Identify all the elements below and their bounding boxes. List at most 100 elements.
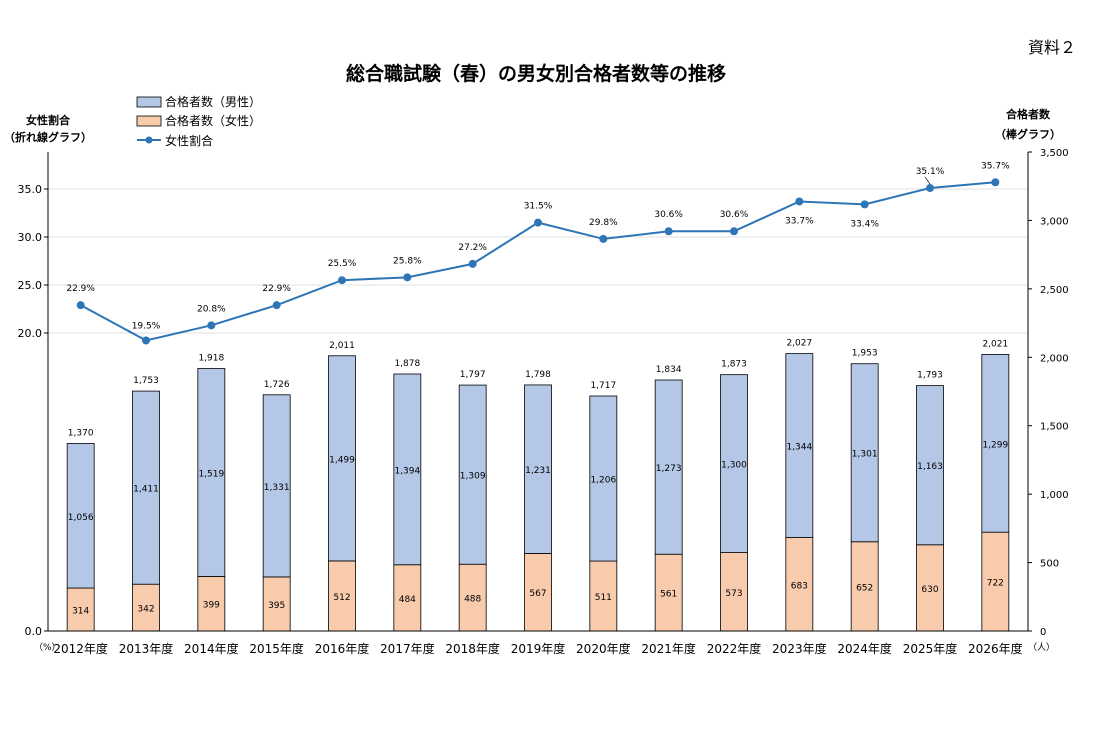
ratio-point [599,234,608,243]
data-label-total: 1,726 [264,380,290,390]
data-label-ratio: 31.5% [524,202,553,212]
right-tick-label: 1,000 [1040,490,1069,501]
data-label-total: 1,953 [852,349,878,359]
right-unit-label: （人） [1028,642,1055,653]
data-label-female: 722 [987,579,1004,589]
ratio-point [272,301,281,310]
data-label-female: 630 [921,585,938,595]
leader-line [924,176,931,185]
bar-female [393,564,422,632]
data-label-female: 342 [137,605,154,615]
category-label: 2023年度 [772,641,827,656]
data-label-female: 395 [268,601,285,611]
bar-male [132,390,160,585]
ratio-point [338,276,346,285]
left-tick-label: 35.0 [18,183,43,196]
data-label-male: 1,309 [460,472,486,482]
data-label-ratio: 27.2% [458,243,487,253]
doc-label: 資料２ [1027,38,1076,57]
right-tick-label: 1,500 [1040,422,1069,433]
right-tick-label: 0 [1040,627,1046,638]
data-label-total: 1,717 [590,381,616,391]
ratio-point [926,184,934,193]
data-label-ratio: 25.8% [393,256,422,266]
bar-male [720,374,748,553]
data-label-male: 1,299 [982,440,1008,450]
legend-swatch-male [136,96,162,108]
bar-male [66,443,95,589]
category-label: 2021年度 [641,641,696,656]
data-label-ratio: 33.4% [850,219,879,229]
data-label-female: 511 [595,593,612,603]
bar-male [785,353,814,538]
right-axis-title-line2: （棒グラフ） [995,127,1061,141]
data-label-female: 314 [72,607,89,617]
category-label: 2012年度 [53,641,108,656]
bar-male [654,379,683,555]
data-label-female: 484 [399,595,416,605]
category-label: 2013年度 [119,641,174,656]
bar-female [720,552,748,632]
left-tick-label: 20.0 [18,327,43,340]
data-label-total: 1,873 [721,360,747,370]
ratio-point [664,227,673,236]
category-label: 2025年度 [903,641,958,656]
bar-male [328,355,356,562]
data-label-male: 1,519 [198,469,224,479]
legend-swatch-marker [145,136,153,144]
data-label-female: 683 [791,581,808,591]
data-label-total: 1,798 [525,370,551,380]
chart-title: 総合職試験（春）の男女別合格者数等の推移 [346,62,726,85]
data-label-male: 1,273 [656,464,682,474]
data-label-male: 1,300 [721,461,747,471]
bar-male [981,354,1010,533]
data-label-male: 1,056 [68,513,94,523]
bar-male [458,384,487,565]
data-label-ratio: 30.6% [654,210,683,220]
category-label: 2022年度 [707,641,762,656]
legend-swatch-female [136,115,162,127]
data-label-male: 1,411 [133,485,159,495]
data-label-total: 2,027 [786,339,812,349]
data-label-male: 1,206 [590,476,616,486]
bar-male [197,368,226,577]
data-label-male: 1,301 [852,450,878,460]
legend-label-male: 合格者数（男性） [165,94,261,109]
data-label-ratio: 35.7% [981,161,1010,171]
left-axis-title-line1: 女性割合 [26,113,71,127]
data-label-female: 488 [464,595,481,605]
data-label-male: 1,394 [394,466,420,476]
left-tick-label: 30.0 [18,231,43,244]
bar-female [524,553,552,632]
ratio-point [142,336,150,345]
data-label-ratio: 19.5% [132,321,161,331]
ratio-point [730,227,738,236]
data-label-total: 1,918 [198,354,224,364]
bar-male [589,395,618,562]
data-label-female: 573 [725,589,742,599]
data-label-ratio: 35.1% [916,167,945,177]
legend-label-ratio: 女性割合 [165,133,213,148]
data-label-total: 1,797 [460,370,486,380]
right-tick-label: 3,500 [1040,148,1069,159]
data-label-total: 2,021 [982,339,1008,349]
right-tick-label: 3,000 [1040,216,1069,227]
bar-female [589,560,618,632]
left-tick-label: 0.0 [25,625,43,638]
data-label-ratio: 22.9% [66,284,95,294]
right-axis-title-line1: 合格者数 [1006,107,1051,121]
data-label-total: 2,011 [329,341,355,351]
data-label-female: 567 [529,589,546,599]
data-label-ratio: 29.8% [589,218,618,228]
ratio-point [403,273,412,282]
right-tick-label: 2,000 [1040,353,1069,364]
data-label-ratio: 33.7% [785,216,814,226]
ratio-point [207,321,216,330]
category-label: 2016年度 [315,641,370,656]
ratio-point [795,197,804,206]
ratio-point [991,178,1000,187]
data-label-male: 1,499 [329,455,355,465]
bar-female [262,576,291,632]
category-label: 2014年度 [184,641,239,656]
bar-female [458,563,487,632]
